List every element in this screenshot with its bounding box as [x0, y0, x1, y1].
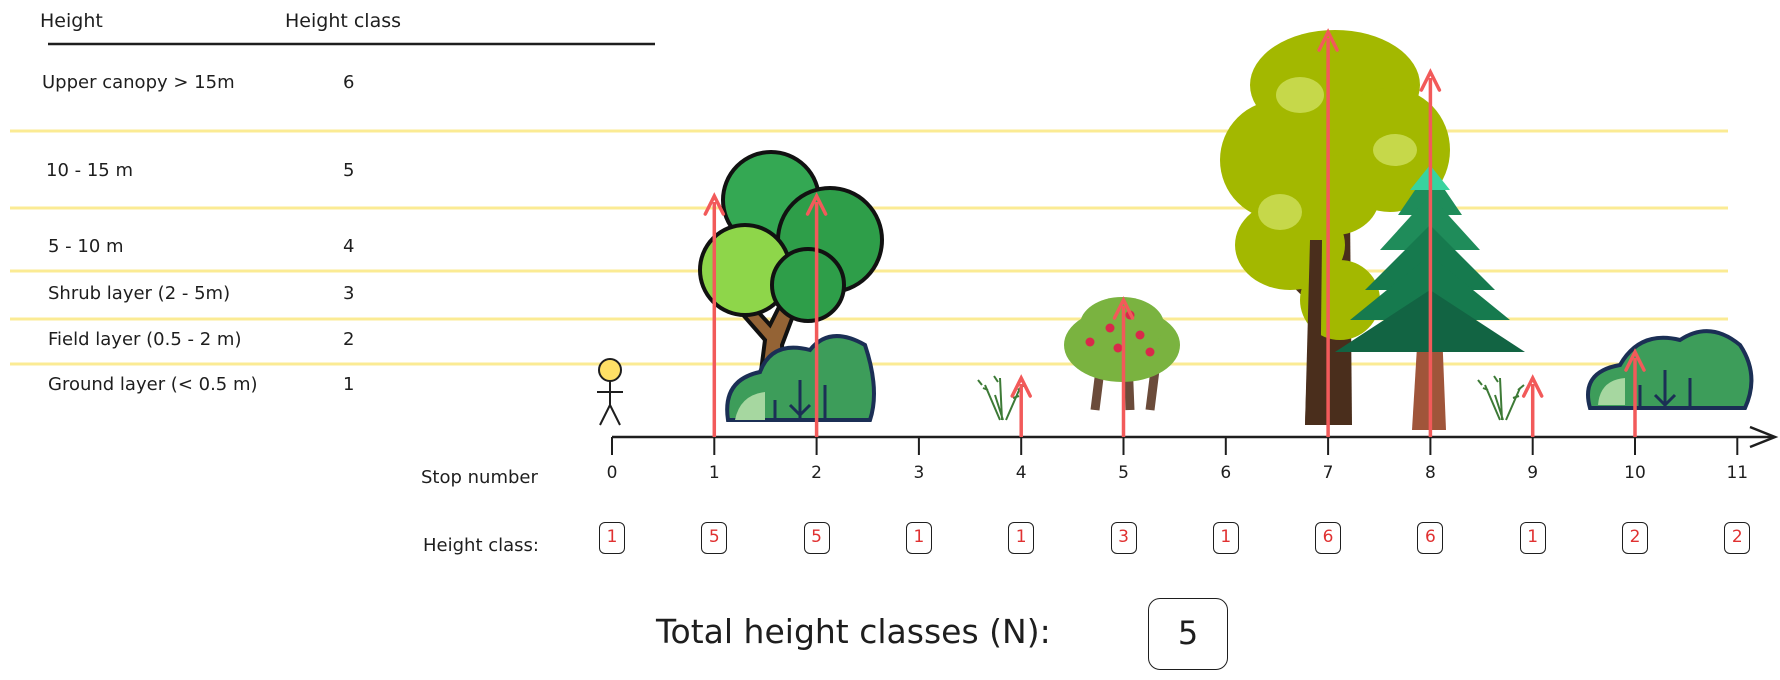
deciduous-tree-icon [698, 150, 884, 397]
bush-icon [725, 334, 876, 422]
stop-number: 11 [1726, 463, 1749, 483]
height-arrow [1010, 374, 1032, 437]
height-class-cell: 3 [1110, 522, 1137, 554]
legend-row-class: 3 [343, 283, 355, 304]
herb-icon [1477, 375, 1525, 421]
stop-number: 4 [1015, 463, 1027, 483]
height-arrow [1521, 374, 1544, 437]
height-arrow [805, 192, 828, 437]
total-label: Total height classes (N): [656, 612, 1051, 651]
height-class-cell: 5 [803, 522, 830, 554]
height-arrow [1624, 348, 1646, 437]
stop-number: 9 [1527, 463, 1539, 483]
height-arrow [1317, 28, 1339, 437]
legend-row-label: 10 - 15 m [46, 160, 134, 181]
legend-row-class: 6 [343, 72, 355, 93]
legend-height-header: Height [40, 10, 103, 32]
stop-number: 10 [1624, 463, 1646, 483]
height-class-cell: 1 [905, 522, 932, 554]
height-class-cell: 5 [701, 522, 728, 554]
legend-row-label: Upper canopy > 15m [42, 72, 235, 93]
legend-row-label: Ground layer (< 0.5 m) [48, 374, 258, 395]
tall-tree-icon [1220, 30, 1450, 425]
stop-number-label: Stop number [421, 467, 538, 488]
height-class-row-label: Height class: [423, 535, 539, 556]
legend-row-class: 2 [343, 329, 355, 350]
height-arrow [1112, 296, 1135, 437]
height-class-cell: 2 [1724, 522, 1751, 554]
total-value-box: 5 [1148, 598, 1228, 670]
height-class-cell: 1 [1008, 522, 1035, 554]
legend-row-label: Shrub layer (2 - 5m) [48, 283, 231, 304]
legend-row-class: 4 [343, 236, 355, 257]
height-arrows [703, 28, 1646, 437]
height-class-cell: 1 [1212, 522, 1239, 554]
stop-number: 1 [708, 463, 720, 483]
legend-row-class: 5 [343, 160, 355, 181]
legend-row-class: 1 [343, 374, 355, 395]
bush-icon [1586, 329, 1754, 410]
height-class-cell: 2 [1622, 522, 1648, 554]
height-class-cell: 6 [1315, 522, 1342, 554]
person-icon [597, 358, 623, 426]
height-class-cell: 6 [1417, 522, 1444, 554]
height-arrow [1419, 68, 1442, 437]
stop-number: 8 [1424, 463, 1436, 483]
height-class-cell: 1 [1519, 522, 1546, 554]
stop-number: 7 [1322, 463, 1334, 483]
height-arrow [703, 192, 726, 437]
legend-class-header: Height class [285, 10, 402, 32]
legend-row-label: Field layer (0.5 - 2 m) [48, 329, 242, 350]
herb-icon [977, 375, 1025, 421]
stop-number: 3 [913, 463, 925, 483]
legend-row-label: 5 - 10 m [48, 236, 124, 257]
stop-number: 6 [1220, 463, 1232, 483]
height-class-cell: 1 [599, 522, 625, 554]
stop-axis [611, 425, 1779, 455]
stop-number: 5 [1118, 463, 1129, 483]
stop-number: 0 [606, 463, 618, 483]
stop-number: 2 [811, 463, 822, 483]
